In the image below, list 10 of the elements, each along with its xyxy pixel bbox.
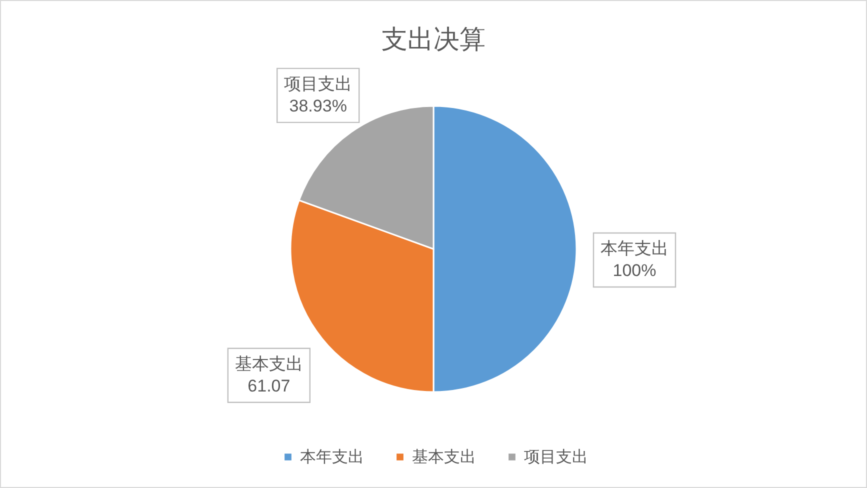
slice-label: 本年支出 [600,239,668,258]
legend-label: 项目支出 [524,448,588,466]
data-label: 61.07 [248,376,290,396]
data-label: 100% [612,261,656,280]
slice-label: 项目支出 [284,74,352,94]
legend-label: 本年支出 [300,448,364,466]
slice-label: 基本支出 [234,354,303,374]
chart-title: 支出决算 [382,24,486,54]
data-label: 38.93% [289,96,347,116]
legend-label: 基本支出 [412,448,476,466]
